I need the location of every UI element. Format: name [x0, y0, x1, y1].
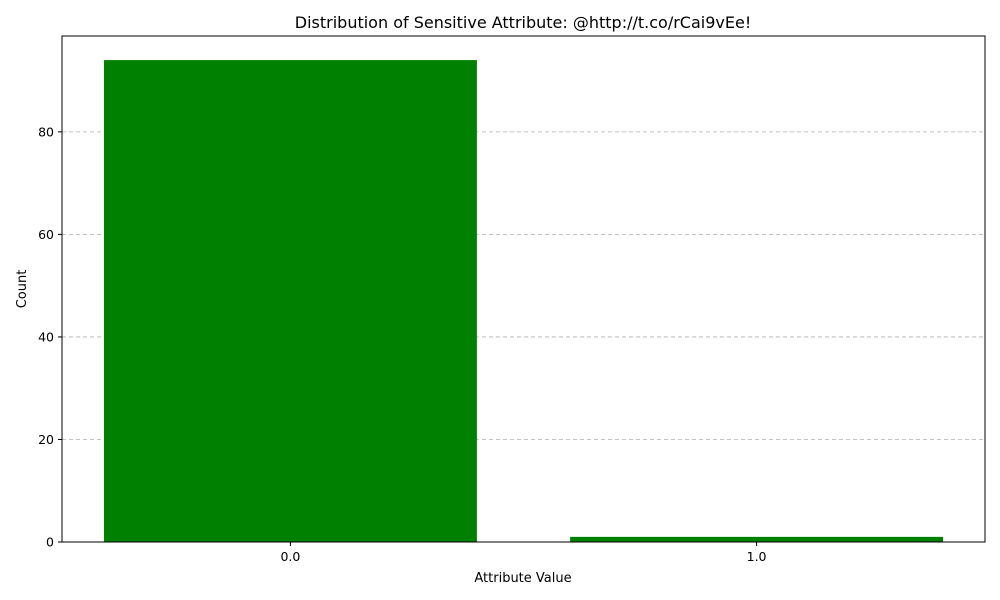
- y-tick-label: 40: [38, 329, 54, 344]
- plot-frame: [61, 35, 986, 543]
- chart-title: Distribution of Sensitive Attribute: @ht…: [295, 13, 751, 32]
- y-tick-label: 60: [38, 227, 54, 242]
- x-axis-label: Attribute Value: [474, 571, 571, 586]
- y-axis: 0 20 40 60 80: [38, 124, 62, 550]
- bar-0.0: [103, 60, 477, 542]
- bar-1.0: [570, 536, 944, 542]
- y-tick-label: 0: [46, 535, 54, 550]
- x-tick-label: 1.0: [747, 549, 767, 564]
- y-tick-label: 80: [38, 124, 54, 139]
- bars: [103, 60, 944, 542]
- y-axis-label: Count: [15, 270, 30, 309]
- y-tick-label: 20: [38, 432, 54, 447]
- x-axis: 0.0 1.0: [280, 542, 767, 564]
- x-tick-label: 0.0: [280, 549, 300, 564]
